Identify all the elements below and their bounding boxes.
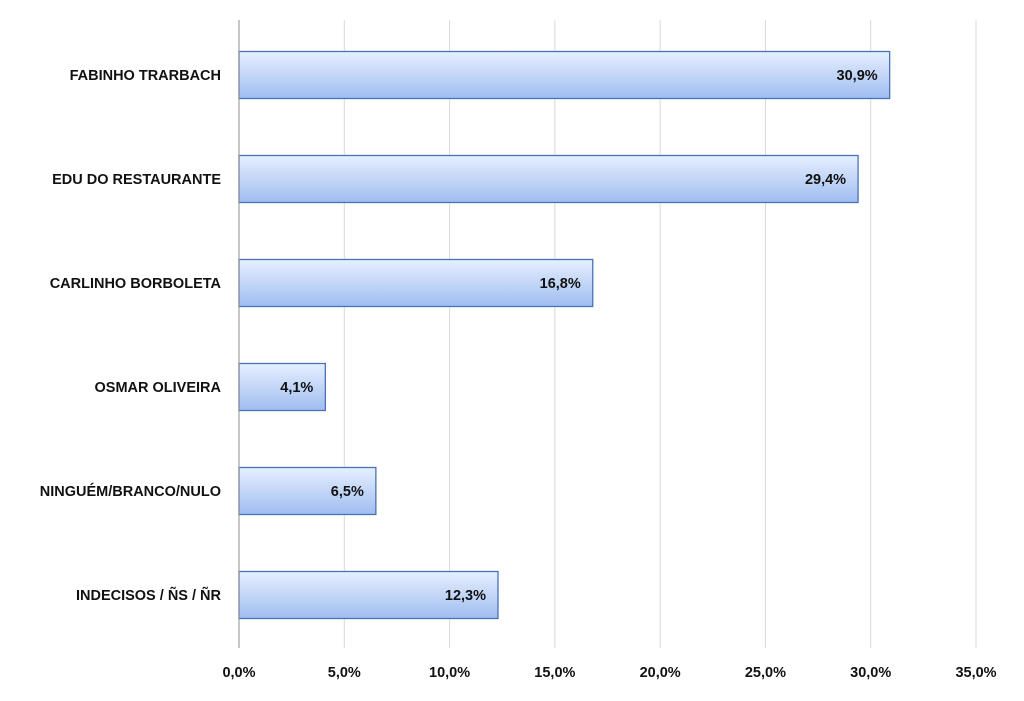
data-label: 6,5% (331, 484, 364, 500)
x-tick-label: 20,0% (640, 665, 681, 681)
labels: 0,0% 5,0% 10,0% 15,0% 20,0% 25,0% 30,0% 35,0% FA… (40, 68, 997, 681)
x-tick-label: 35,0% (955, 665, 996, 681)
data-label: 30,9% (837, 68, 878, 84)
data-label: 12,3% (445, 588, 486, 604)
x-tick-label: 30,0% (850, 665, 891, 681)
bar (238, 362, 326, 412)
x-tick-label: 10,0% (429, 665, 470, 681)
category-label: EDU DO RESTAURANTE (52, 172, 221, 188)
bars (238, 50, 891, 620)
bar (238, 50, 891, 100)
category-label: NINGUÉM/BRANCO/NULO (40, 483, 221, 500)
data-label: 29,4% (805, 172, 846, 188)
x-tick-label: 5,0% (328, 665, 361, 681)
gridlines (343, 20, 977, 648)
category-label: INDECISOS / ÑS / ÑR (76, 586, 222, 604)
x-tick-label: 25,0% (745, 665, 786, 681)
category-label: FABINHO TRARBACH (70, 68, 221, 84)
category-label: CARLINHO BORBOLETA (50, 276, 222, 292)
data-label: 4,1% (280, 380, 313, 396)
bar (238, 154, 859, 204)
data-label: 16,8% (540, 276, 581, 292)
x-tick-label: 15,0% (534, 665, 575, 681)
category-label: OSMAR OLIVEIRA (95, 380, 222, 396)
x-tick-label: 0,0% (222, 665, 255, 681)
bar (238, 466, 377, 516)
